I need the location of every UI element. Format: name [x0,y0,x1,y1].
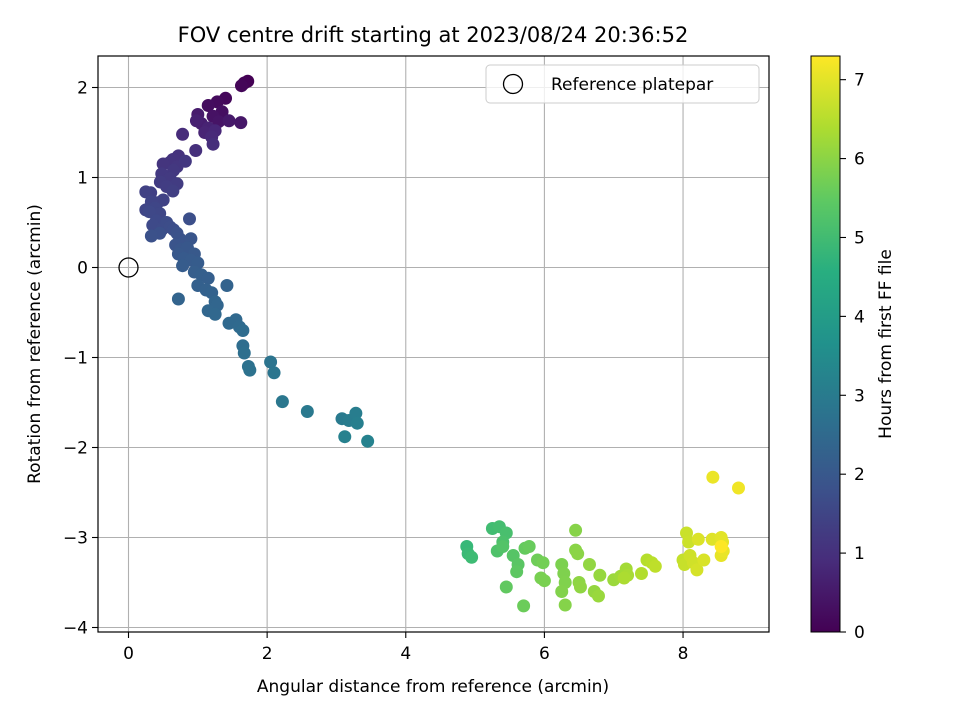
legend: Reference platepar [485,64,760,104]
data-point [522,540,536,553]
data-point [201,271,215,285]
data-point [176,259,190,273]
data-point [558,598,572,612]
data-point [171,292,185,306]
data-point [555,585,569,598]
reference-platepar-marker [118,257,139,278]
y-tick-label: 2 [77,79,88,99]
data-point [537,574,551,588]
data-point [569,523,583,537]
colorbar-tick-label: 7 [854,71,865,91]
data-point [208,307,222,321]
x-tick-label: 8 [678,644,689,664]
data-point [142,205,156,219]
data-point [690,563,704,577]
colorbar-tick-label: 5 [854,228,865,248]
data-point [206,137,220,151]
data-point [222,316,236,330]
data-point [243,363,257,377]
data-point [300,405,314,418]
data-point [156,157,170,171]
colorbar-ticks: 0 1 2 3 4 5 6 7 [840,71,865,643]
grid [98,56,769,632]
data-point [264,355,278,369]
data-point [183,212,196,226]
legend-box [485,64,760,104]
data-point [714,540,728,553]
data-point [510,565,524,579]
colorbar-tick-label: 3 [854,386,865,406]
chart-title: FOV centre drift starting at 2023/08/24 … [178,23,689,47]
data-point [536,556,550,570]
data-point [634,567,648,580]
x-tick-label: 2 [262,644,273,664]
data-point [697,553,711,567]
data-point [220,279,234,292]
colorbar-tick-label: 1 [854,544,865,564]
legend-reference-marker [502,73,524,95]
data-point [338,430,352,444]
data-point [222,114,236,128]
x-tick-label: 6 [539,644,550,664]
colorbar-tick-label: 2 [854,465,865,485]
data-point [237,346,251,360]
data-point [350,416,364,430]
data-point [496,540,510,553]
plot-frame [97,55,770,633]
y-tick-label: −3 [63,529,88,549]
x-axis: 0 2 4 6 8 [123,632,688,664]
data-point [176,127,190,141]
y-axis: −4 −3 −2 −1 0 1 2 [63,79,98,639]
data-point [361,434,375,448]
data-point [275,395,289,409]
data-point [571,547,585,561]
y-tick-label: 1 [77,169,88,189]
data-point [166,184,180,198]
y-tick-label: 0 [77,259,88,279]
data-point [617,571,631,585]
data-point [591,589,605,603]
colorbar-tick-label: 4 [854,307,865,327]
data-point [691,532,705,546]
data-point [234,79,248,93]
data-point [189,144,203,157]
legend-label: Reference platepar [551,75,713,95]
data-point [234,116,248,130]
data-point [267,366,281,380]
data-point [236,324,250,337]
colorbar-tick-label: 0 [854,623,865,643]
data-point [706,470,720,484]
data-point [582,558,596,571]
data-point [189,114,203,128]
data-point [349,406,363,420]
colorbar [810,55,841,633]
data-point [648,559,662,573]
data-point [465,550,479,564]
data-point [144,229,158,243]
data-point [573,580,587,594]
colorbar-tick-label: 6 [854,150,865,170]
y-tick-label: −2 [63,439,88,459]
x-tick-label: 0 [123,644,134,664]
x-axis-label: Angular distance from reference (arcmin) [257,677,609,697]
colorbar-label: Hours from first FF file [876,249,896,439]
data-point [139,185,153,199]
y-tick-label: −1 [63,349,88,369]
data-point [201,99,215,112]
data-point [517,599,531,613]
data-point [178,154,192,168]
scatter-points [118,74,745,613]
y-tick-label: −4 [63,619,88,639]
data-point [499,580,513,594]
x-tick-label: 4 [400,644,411,664]
y-axis-label: Rotation from reference (arcmin) [25,204,45,484]
data-point [593,568,607,582]
data-point [732,481,745,495]
